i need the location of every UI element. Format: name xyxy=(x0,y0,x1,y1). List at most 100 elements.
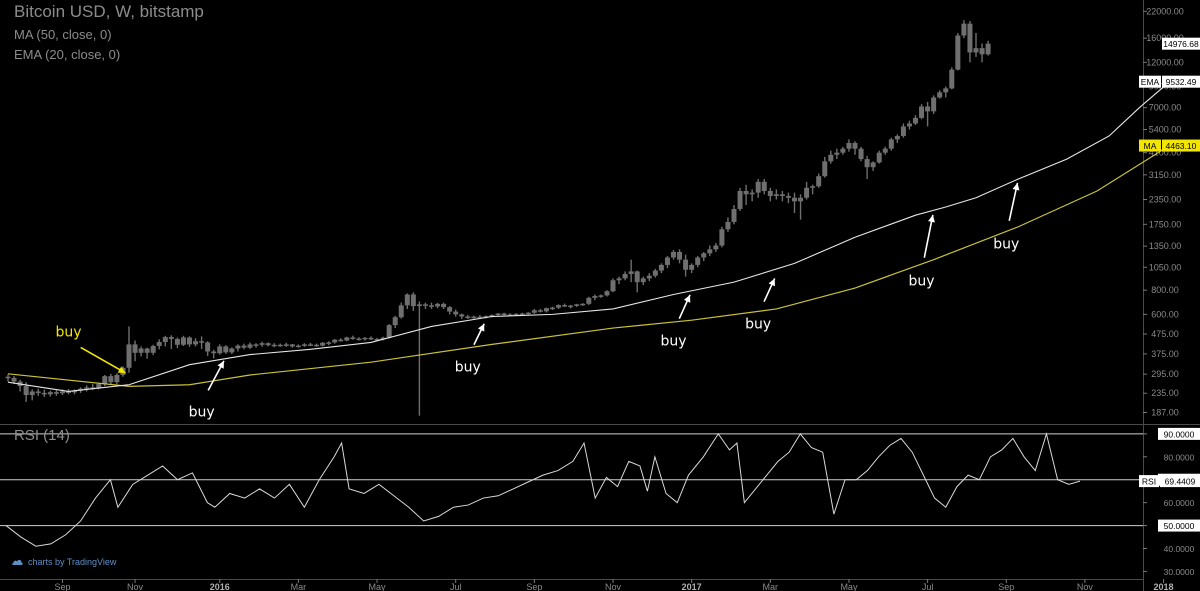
candle-body xyxy=(90,387,96,389)
rsi-tick-label: 80.0000 xyxy=(1164,452,1195,462)
price-candle xyxy=(870,161,876,171)
candle-body xyxy=(767,191,773,197)
candle-body xyxy=(967,23,973,53)
candle-body xyxy=(943,88,949,93)
price-candle xyxy=(35,388,41,396)
price-candle xyxy=(410,292,416,311)
candle-body xyxy=(132,344,138,353)
time-tick-label: Nov xyxy=(1077,582,1094,591)
candle-body xyxy=(913,117,918,124)
candle-body xyxy=(562,305,568,307)
buy-annotation: buy xyxy=(189,360,225,421)
time-tick-label: 2016 xyxy=(210,582,230,591)
candle-body xyxy=(713,245,719,250)
annotation-arrow-head xyxy=(1012,182,1020,191)
annotation-label: buy xyxy=(909,273,935,289)
price-tick-label: 5400.00 xyxy=(1149,125,1182,135)
buy-annotation: buy xyxy=(909,214,935,289)
candle-body xyxy=(459,314,465,317)
price-candle xyxy=(943,86,949,98)
candle-body xyxy=(247,344,253,348)
price-tick-label: 4100.00 xyxy=(1149,148,1182,158)
price-candle xyxy=(543,307,549,313)
time-tick-label: Nov xyxy=(605,582,622,591)
price-candle xyxy=(568,304,574,309)
candle-body xyxy=(144,348,150,353)
candle-body xyxy=(66,391,71,393)
price-candle xyxy=(174,337,180,349)
ma-legend-label[interactable]: MA (50, close, 0) xyxy=(14,27,112,42)
price-candle xyxy=(283,342,289,347)
candle-body xyxy=(332,339,338,343)
price-tick-label: 12000.00 xyxy=(1146,57,1184,67)
price-candle xyxy=(882,146,888,155)
price-candle xyxy=(973,33,979,57)
candle-body xyxy=(779,194,785,197)
price-candle xyxy=(731,205,737,225)
candle-body xyxy=(792,197,797,202)
price-candle xyxy=(822,156,828,178)
ema-badge-tag-text: EMA xyxy=(1141,77,1160,87)
price-candle xyxy=(247,342,253,349)
price-candle xyxy=(229,347,235,355)
candle-body xyxy=(35,391,41,393)
price-candle xyxy=(598,294,604,298)
ema-badge-tag xyxy=(1139,75,1161,88)
price-candle xyxy=(447,306,453,315)
price-candle xyxy=(132,340,138,362)
price-candle xyxy=(749,189,755,202)
price-candle xyxy=(386,324,392,339)
time-tick-label: May xyxy=(840,582,858,591)
price-candle xyxy=(477,315,483,319)
tradingview-branding[interactable]: charts by TradingView xyxy=(12,557,116,567)
candle-body xyxy=(568,305,574,308)
price-candle xyxy=(840,146,846,155)
time-tick-label: 2017 xyxy=(682,582,702,591)
rsi-title[interactable]: RSI (14) xyxy=(14,427,70,444)
price-candle xyxy=(435,302,441,309)
price-candle xyxy=(441,302,447,309)
price-candle xyxy=(187,336,192,347)
candle-body xyxy=(882,148,888,153)
price-candle xyxy=(773,189,779,200)
rsi-badge-value: 69.4409 xyxy=(1165,477,1196,487)
ma-badge-value: 4463.10 xyxy=(1166,141,1197,151)
price-candle xyxy=(834,148,840,160)
price-candle xyxy=(350,335,356,340)
price-candle xyxy=(737,187,743,211)
candle-body xyxy=(725,221,731,230)
candle-body xyxy=(707,249,713,254)
price-candle xyxy=(235,344,241,352)
price-candle xyxy=(17,379,23,392)
price-candle xyxy=(374,337,380,341)
candle-body xyxy=(53,392,59,394)
candle-body xyxy=(102,376,108,385)
price-candle xyxy=(144,347,150,359)
price-tick-label: 600.00 xyxy=(1151,309,1179,319)
candle-body xyxy=(271,344,277,347)
candle-body xyxy=(846,142,852,149)
candle-body xyxy=(689,264,695,270)
price-candle xyxy=(41,389,47,397)
price-tick-label: 375.00 xyxy=(1151,349,1179,359)
time-tick-label: Mar xyxy=(763,582,779,591)
price-candle xyxy=(798,194,804,220)
ma-badge-tag-text: MA xyxy=(1144,141,1157,151)
price-candle xyxy=(314,343,320,347)
candle-body xyxy=(519,313,525,316)
candle-body xyxy=(695,257,701,265)
price-candle xyxy=(779,191,785,202)
candle-body xyxy=(489,314,495,317)
price-candle xyxy=(205,341,211,356)
price-candle xyxy=(713,243,719,252)
buy-annotation: buy xyxy=(455,323,485,375)
price-candle xyxy=(193,338,199,347)
ema-legend-label[interactable]: EMA (20, close, 0) xyxy=(14,47,121,62)
candle-body xyxy=(84,387,90,389)
candle-body xyxy=(737,191,743,209)
annotation-label: buy xyxy=(993,237,1019,253)
price-candle xyxy=(416,301,422,416)
candle-body xyxy=(840,148,846,153)
chart-title: Bitcoin USD, W, bitstamp xyxy=(14,2,204,21)
